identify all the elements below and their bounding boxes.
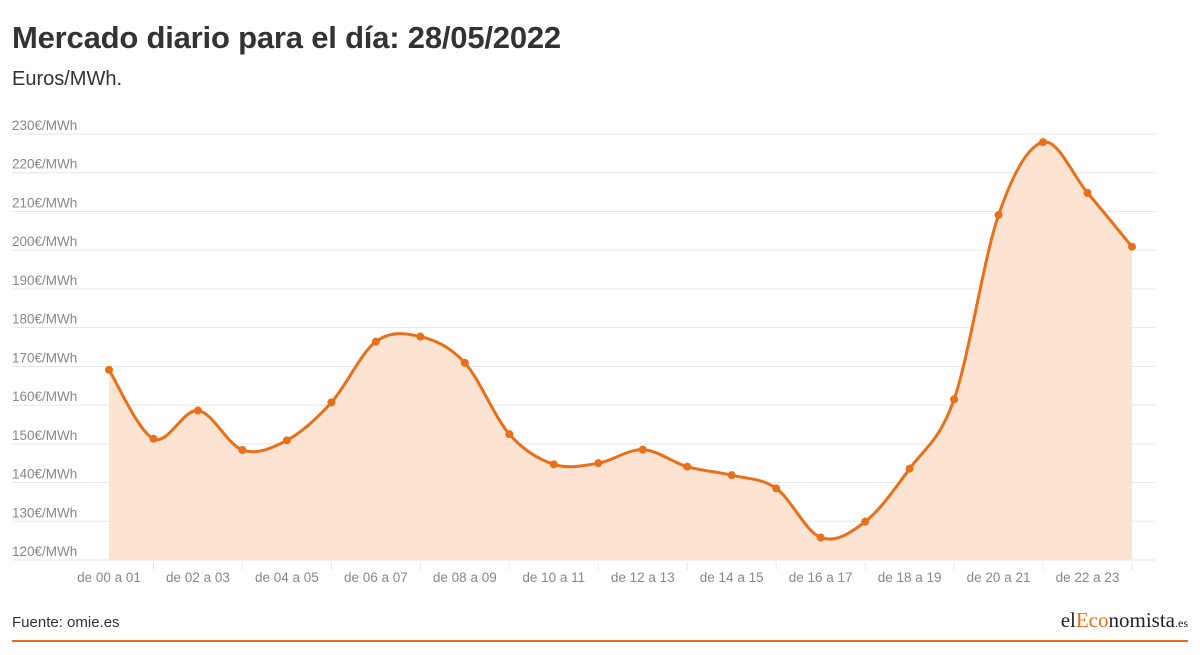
source-note: Fuente: omie.es bbox=[12, 614, 120, 631]
data-point-22[interactable] bbox=[1083, 188, 1092, 197]
x-tick-label: de 14 a 15 bbox=[700, 570, 764, 585]
series-points bbox=[105, 138, 1136, 542]
y-tick-label: 140€/MWh bbox=[12, 467, 77, 482]
data-point-4[interactable] bbox=[282, 436, 291, 445]
data-point-1[interactable] bbox=[149, 434, 158, 443]
data-point-8[interactable] bbox=[460, 358, 469, 367]
x-tick-label: de 22 a 23 bbox=[1056, 570, 1120, 585]
y-tick-label: 130€/MWh bbox=[12, 505, 77, 520]
data-point-10[interactable] bbox=[549, 460, 558, 469]
data-point-11[interactable] bbox=[594, 459, 603, 468]
publisher-logo[interactable]: elEconomista.es bbox=[1061, 608, 1188, 633]
y-tick-label: 150€/MWh bbox=[12, 428, 77, 443]
y-tick-label: 190€/MWh bbox=[12, 273, 77, 288]
data-point-9[interactable] bbox=[505, 430, 514, 439]
data-point-3[interactable] bbox=[238, 446, 247, 455]
data-point-13[interactable] bbox=[683, 462, 692, 471]
logo-part-nomista: nomista bbox=[1108, 608, 1176, 632]
y-tick-label: 210€/MWh bbox=[12, 195, 77, 210]
data-point-5[interactable] bbox=[327, 398, 336, 407]
y-tick-label: 170€/MWh bbox=[12, 350, 77, 365]
chart-subtitle: Euros/MWh. bbox=[12, 68, 123, 90]
data-point-14[interactable] bbox=[727, 471, 736, 480]
data-point-6[interactable] bbox=[371, 337, 380, 346]
y-axis-ticks: 230€/MWh 220€/MWh 210€/MWh 200€/MWh 190€/MWh… bbox=[12, 118, 77, 559]
x-tick-label: de 04 a 05 bbox=[255, 570, 319, 585]
x-tick-label: de 02 a 03 bbox=[166, 570, 230, 585]
data-point-20[interactable] bbox=[994, 210, 1003, 219]
data-point-12[interactable] bbox=[638, 445, 647, 454]
logo-part-eco: Eco bbox=[1075, 608, 1109, 632]
data-point-21[interactable] bbox=[1039, 138, 1048, 147]
x-axis-ticks: de 00 a 01 de 02 a 03 de 04 a 05 de 06 a 07… bbox=[77, 562, 1133, 585]
price-area-chart: 230€/MWh 220€/MWh 210€/MWh 200€/MWh 190€/MWh… bbox=[12, 118, 1155, 585]
data-point-19[interactable] bbox=[950, 395, 959, 404]
x-tick-label: de 20 a 21 bbox=[967, 570, 1031, 585]
x-tick-label: de 16 a 17 bbox=[789, 570, 853, 585]
data-point-15[interactable] bbox=[772, 484, 781, 493]
x-tick-label: de 10 a 11 bbox=[522, 570, 585, 585]
data-point-18[interactable] bbox=[905, 464, 914, 473]
y-tick-label: 180€/MWh bbox=[12, 312, 77, 327]
chart-title: Mercado diario para el día: 28/05/2022 bbox=[12, 20, 561, 55]
logo-part-es: .es bbox=[1175, 616, 1188, 630]
x-tick-label: de 06 a 07 bbox=[344, 570, 408, 585]
data-point-7[interactable] bbox=[416, 332, 425, 341]
x-tick-label: de 12 a 13 bbox=[611, 570, 675, 585]
logo-part-el: el bbox=[1060, 608, 1076, 632]
data-point-16[interactable] bbox=[816, 533, 825, 542]
y-tick-label: 230€/MWh bbox=[12, 118, 77, 133]
series-area bbox=[109, 141, 1132, 560]
footer-divider bbox=[12, 640, 1188, 642]
data-point-2[interactable] bbox=[193, 406, 202, 415]
data-point-0[interactable] bbox=[105, 365, 113, 374]
y-tick-label: 120€/MWh bbox=[12, 544, 77, 559]
y-tick-label: 200€/MWh bbox=[12, 234, 77, 249]
data-point-17[interactable] bbox=[861, 517, 870, 526]
x-tick-label: de 00 a 01 bbox=[77, 570, 141, 585]
x-tick-label: de 08 a 09 bbox=[433, 570, 497, 585]
y-tick-label: 220€/MWh bbox=[12, 157, 77, 172]
data-point-23[interactable] bbox=[1128, 242, 1136, 251]
y-tick-label: 160€/MWh bbox=[12, 389, 77, 404]
x-tick-label: de 18 a 19 bbox=[878, 570, 942, 585]
